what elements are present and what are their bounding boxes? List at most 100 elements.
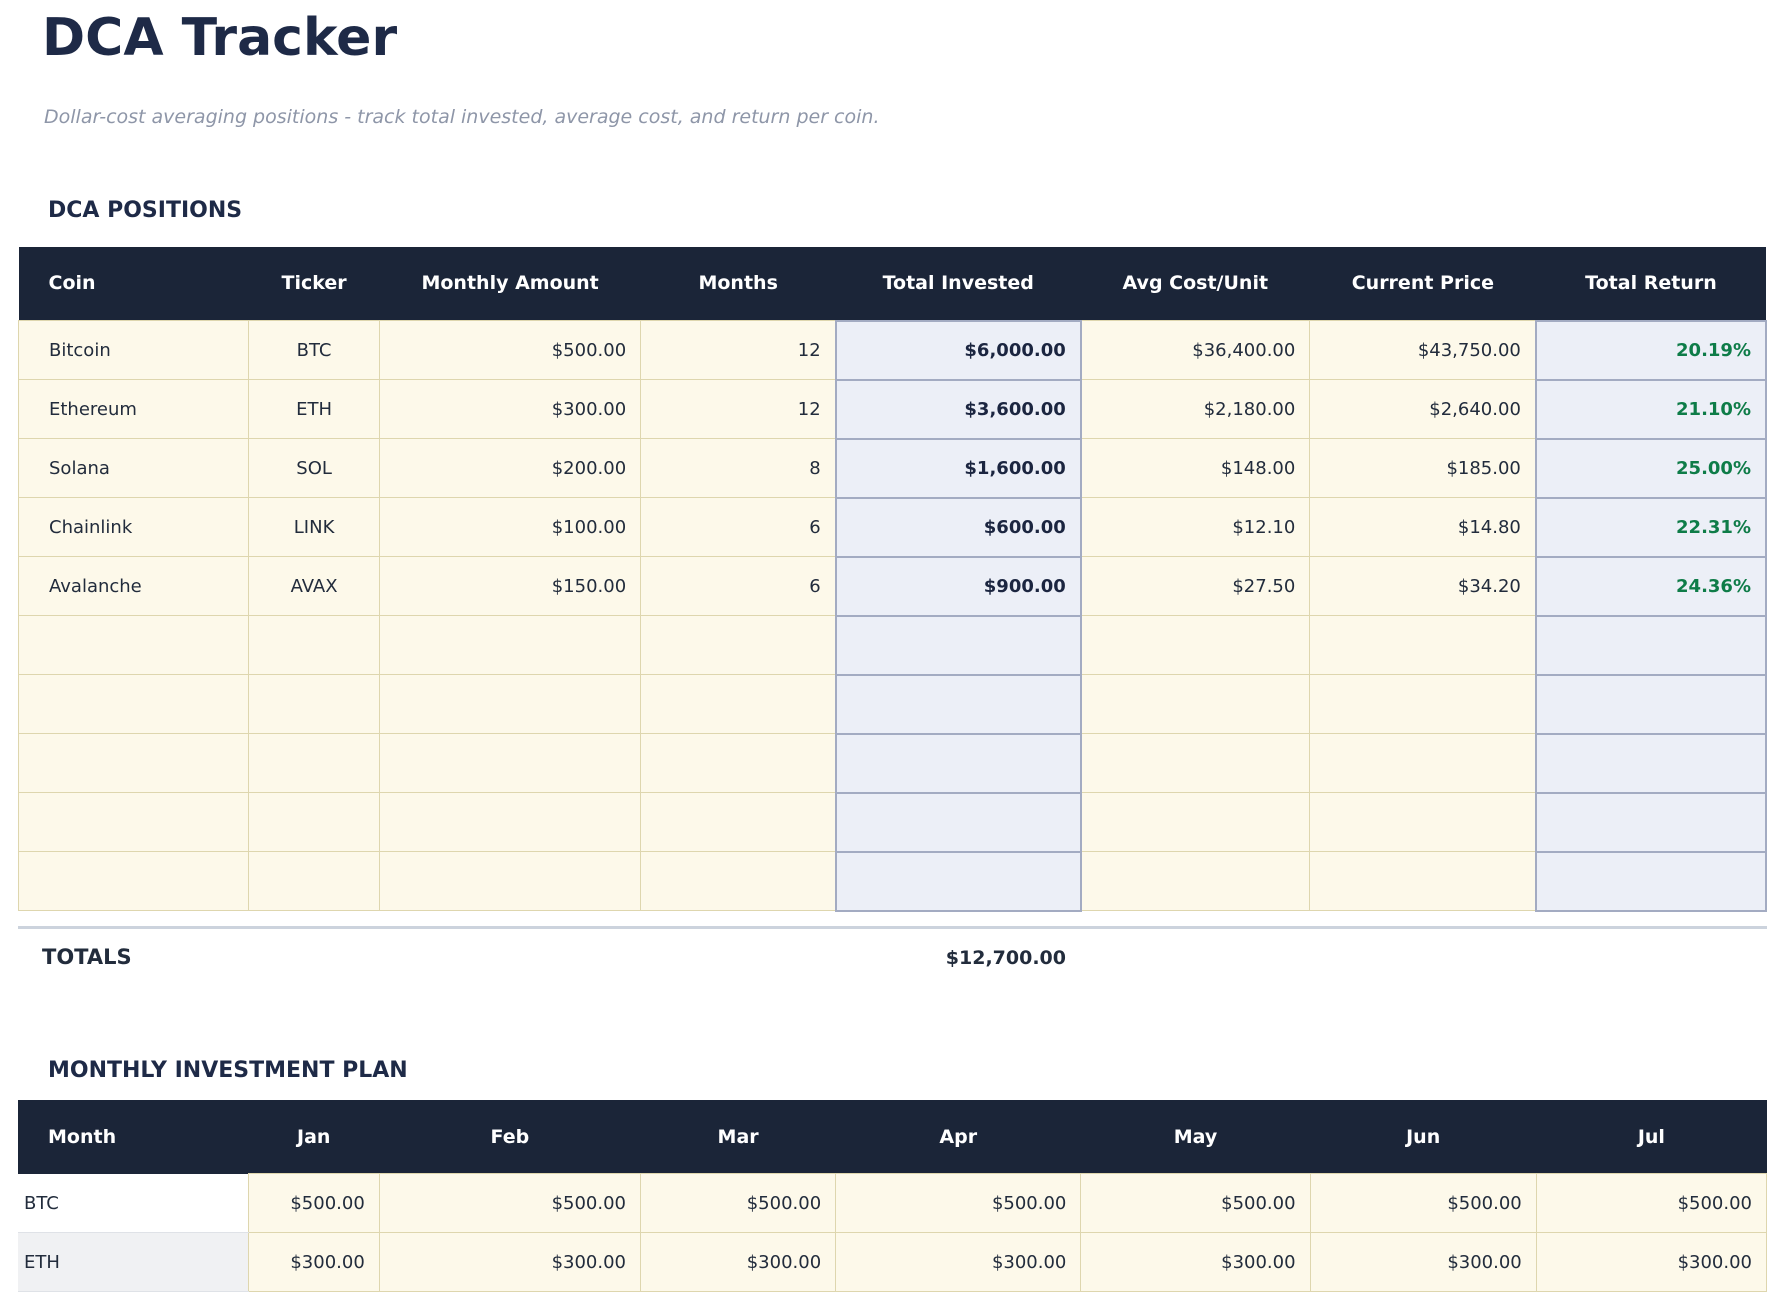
empty-cell: [1080, 733, 1311, 794]
cell-current-price: $2,640.00: [1309, 379, 1537, 440]
plan-column-header-feb: Feb: [379, 1099, 641, 1174]
empty-cell: [1080, 792, 1311, 853]
cell-avg-cost-unit: $148.00: [1080, 438, 1311, 499]
cell-avg-cost-unit: $36,400.00: [1080, 320, 1311, 381]
empty-cell: [379, 615, 642, 676]
plan-cell-month-6: $300.00: [1309, 1232, 1537, 1293]
plan-row-label: ETH: [18, 1232, 249, 1293]
empty-cell: [17, 615, 250, 676]
plan-cell-month-2: $300.00: [378, 1232, 642, 1293]
page-title: DCA Tracker: [42, 8, 398, 68]
cell-total-return: 24.36%: [1534, 555, 1768, 617]
cell-ticker: BTC: [248, 320, 381, 381]
cell-coin: Avalanche: [17, 556, 250, 617]
plan-cell-month-4: $300.00: [835, 1232, 1082, 1293]
plan-column-header-may: May: [1080, 1099, 1311, 1174]
cell-ticker: LINK: [248, 497, 381, 558]
positions-table-body: Bitcoin BTC $500.00 12 $6,000.00 $36,400.00 $4…: [17, 319, 1768, 912]
dca-positions-table: Coin Ticker Monthly Amount Months Total Inve…: [17, 246, 1768, 912]
empty-row: [17, 614, 1768, 676]
plan-cell-month-3: $300.00: [640, 1232, 837, 1293]
empty-cell: [1080, 851, 1311, 912]
plan-cell-month-1: $500.00: [247, 1173, 380, 1234]
plan-cell-month-7: $300.00: [1535, 1232, 1768, 1293]
position-row: Ethereum ETH $300.00 12 $3,600.00 $2,180.00 $2…: [17, 378, 1768, 440]
cell-total-return: 22.31%: [1534, 496, 1768, 558]
cell-total-invested: $6,000.00: [834, 319, 1082, 381]
empty-cell: [640, 733, 837, 794]
empty-cell: [1080, 615, 1311, 676]
plan-cell-month-4: $500.00: [835, 1173, 1082, 1234]
column-header-months: Months: [640, 246, 836, 321]
empty-cell: [1309, 733, 1537, 794]
cell-avg-cost-unit: $27.50: [1080, 556, 1311, 617]
plan-row-label: BTC: [18, 1173, 249, 1234]
plan-column-header-mar: Mar: [640, 1099, 836, 1174]
cell-current-price: $14.80: [1309, 497, 1537, 558]
cell-months: 8: [640, 438, 837, 499]
cell-months: 6: [640, 497, 837, 558]
empty-cell: [379, 851, 642, 912]
empty-cell: [17, 851, 250, 912]
empty-cell: [17, 792, 250, 853]
empty-cell: [248, 674, 381, 735]
empty-cell: [248, 792, 381, 853]
cell-total-invested: $900.00: [834, 555, 1082, 617]
cell-monthly-amount: $500.00: [379, 320, 642, 381]
plan-cell-month-5: $300.00: [1080, 1232, 1311, 1293]
cell-total-invested: $600.00: [834, 496, 1082, 558]
empty-cell: [834, 732, 1082, 794]
page-subtitle: Dollar-cost averaging positions - track …: [44, 106, 880, 129]
cell-coin: Solana: [17, 438, 250, 499]
empty-cell: [379, 792, 642, 853]
empty-row: [17, 732, 1768, 794]
column-header-avg-cost-unit: Avg Cost/Unit: [1080, 246, 1310, 321]
plan-column-header-jan: Jan: [248, 1099, 380, 1174]
cell-monthly-amount: $300.00: [379, 379, 642, 440]
cell-ticker: AVAX: [248, 556, 381, 617]
position-row: Bitcoin BTC $500.00 12 $6,000.00 $36,400.00 $4…: [17, 319, 1768, 381]
column-header-ticker: Ticker: [248, 246, 380, 321]
plan-cell-month-5: $500.00: [1080, 1173, 1311, 1234]
empty-row: [17, 850, 1768, 912]
empty-cell: [248, 733, 381, 794]
empty-cell: [834, 673, 1082, 735]
plan-table-body: BTC $500.00 $500.00 $500.00 $500.00 $500.00 $5…: [18, 1173, 1768, 1293]
position-row: Avalanche AVAX $150.00 6 $900.00 $27.50 $34.20…: [17, 555, 1768, 617]
empty-cell: [248, 851, 381, 912]
empty-cell: [1534, 673, 1768, 735]
position-row: Chainlink LINK $100.00 6 $600.00 $12.10 $14.80…: [17, 496, 1768, 558]
plan-cell-month-2: $500.00: [378, 1173, 642, 1234]
empty-cell: [1309, 674, 1537, 735]
cell-total-return: 25.00%: [1534, 437, 1768, 499]
column-header-coin: Coin: [18, 246, 249, 321]
empty-cell: [640, 792, 837, 853]
plan-cell-month-7: $500.00: [1535, 1173, 1768, 1234]
cell-avg-cost-unit: $2,180.00: [1080, 379, 1311, 440]
totals-row: TOTALS $12,700.00: [18, 925, 1767, 982]
cell-avg-cost-unit: $12.10: [1080, 497, 1311, 558]
empty-cell: [379, 733, 642, 794]
empty-cell: [834, 614, 1082, 676]
empty-cell: [834, 791, 1082, 853]
plan-cell-month-1: $300.00: [247, 1232, 380, 1293]
cell-coin: Bitcoin: [17, 320, 250, 381]
empty-cell: [1309, 615, 1537, 676]
plan-row: ETH $300.00 $300.00 $300.00 $300.00 $300.00 $3…: [18, 1232, 1768, 1293]
empty-cell: [1534, 732, 1768, 794]
cell-total-invested: $3,600.00: [834, 378, 1082, 440]
cell-monthly-amount: $100.00: [379, 497, 642, 558]
empty-cell: [640, 851, 837, 912]
empty-cell: [1534, 850, 1768, 912]
empty-cell: [248, 615, 381, 676]
cell-coin: Ethereum: [17, 379, 250, 440]
empty-cell: [1534, 791, 1768, 853]
plan-row: BTC $500.00 $500.00 $500.00 $500.00 $500.00 $5…: [18, 1173, 1768, 1234]
empty-cell: [17, 674, 250, 735]
positions-section-heading: DCA POSITIONS: [48, 198, 243, 224]
empty-cell: [1309, 851, 1537, 912]
column-header-total-return: Total Return: [1535, 246, 1766, 321]
plan-column-header-apr: Apr: [835, 1099, 1081, 1174]
plan-header-row: Month Jan Feb Mar Apr May Jun Jul: [18, 1099, 1767, 1174]
plan-column-header-jun: Jun: [1310, 1099, 1537, 1174]
